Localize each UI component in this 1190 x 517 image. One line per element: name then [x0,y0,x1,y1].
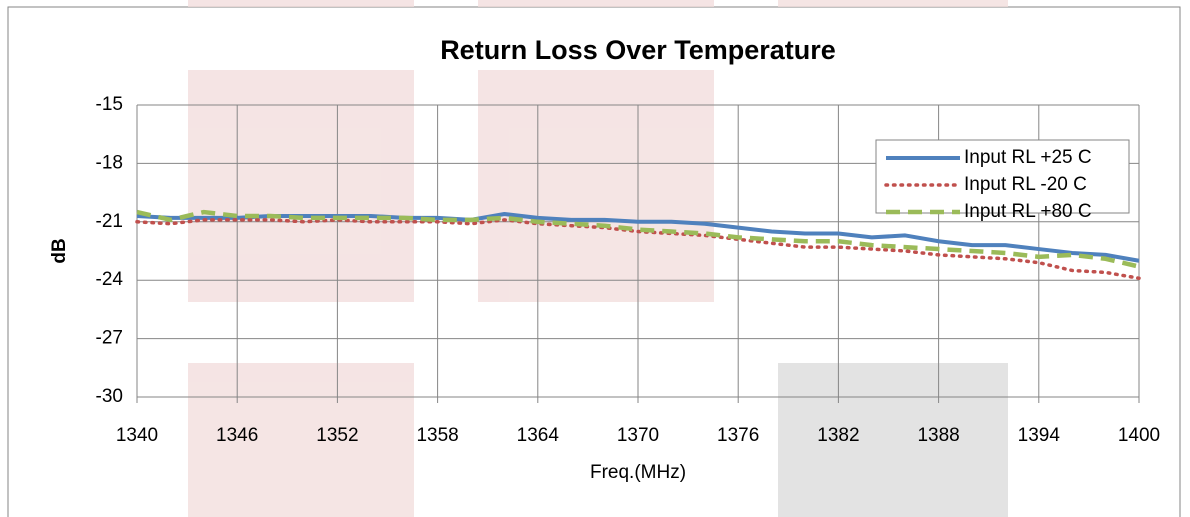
x-tick-label: 1340 [116,425,158,446]
y-tick-label: -21 [96,211,123,232]
shade [478,70,714,302]
y-axis-label: dB [49,238,70,263]
chart-title: Return Loss Over Temperature [440,35,836,65]
y-tick-label: -30 [96,386,123,407]
shade [778,0,1008,7]
y-tick-label: -24 [96,269,124,290]
x-axis-label: Freq.(MHz) [590,462,686,483]
shade [188,0,414,7]
grid [136,104,1140,403]
x-tick-label: 1352 [316,425,358,446]
shade [188,70,414,302]
x-tick-label: 1364 [517,425,560,446]
shade [478,0,714,7]
y-tick-label: -27 [96,328,123,349]
x-tick-label: 1346 [216,425,258,446]
legend-box [875,139,1130,214]
series-line [136,209,1140,269]
x-tick-label: 1394 [1018,425,1061,446]
legend-label: Input RL +80 C [964,201,1092,222]
y-tick-label: -18 [96,152,123,173]
x-tick-label: 1370 [617,425,659,446]
legend-label: Input RL -20 C [964,174,1087,195]
legend-label: Input RL +25 C [964,147,1092,168]
x-tick-label: 1388 [917,425,959,446]
x-tick-label: 1376 [717,425,759,446]
y-tick-label: -15 [96,94,123,115]
shade [778,363,1008,517]
series-line [136,212,1140,263]
series-line [135,218,1141,281]
x-tick-label: 1400 [1118,425,1160,446]
shade [188,363,414,517]
x-tick-label: 1358 [416,425,458,446]
x-tick-label: 1382 [817,425,859,446]
lines [135,209,1141,281]
background-shading [188,0,1008,517]
legend: Input RL +25 C Input RL -20 C Input RL +80… [884,147,1092,222]
